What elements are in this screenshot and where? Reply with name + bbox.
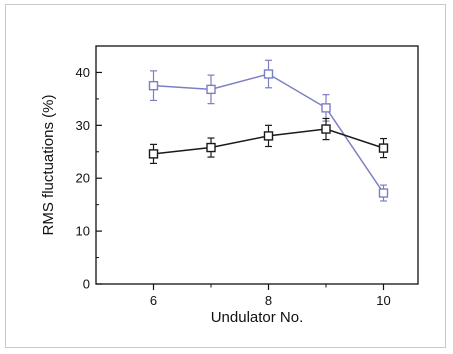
series-1-point (148, 80, 159, 91)
x-axis-title: Undulator No. (211, 309, 304, 326)
series-1-point (321, 103, 331, 113)
x-tick-label: 8 (265, 293, 272, 308)
y-tick-label: 30 (76, 118, 90, 133)
x-axis: 6 8 10 (150, 284, 391, 308)
series-2-point (148, 149, 159, 159)
y-tick-label: 10 (76, 224, 90, 239)
series-1-point (206, 84, 216, 95)
y-tick-label: 0 (83, 277, 90, 292)
series-2-point (263, 131, 274, 141)
plot-area-border (95, 45, 419, 285)
y-tick-label: 20 (76, 171, 90, 186)
series-2-point (321, 124, 331, 134)
series-1-point (263, 69, 274, 79)
x-tick-label: 6 (150, 293, 157, 308)
x-tick-label: 10 (376, 293, 390, 308)
series-2-point (378, 143, 389, 153)
y-tick-label: 40 (76, 65, 90, 80)
series-layer (148, 59, 389, 202)
series-1-point (378, 188, 389, 198)
y-axis-title: RMS fluctuations (%) (40, 95, 57, 236)
series-2-point (206, 142, 216, 153)
y-axis: 0 10 20 30 40 (76, 65, 102, 292)
